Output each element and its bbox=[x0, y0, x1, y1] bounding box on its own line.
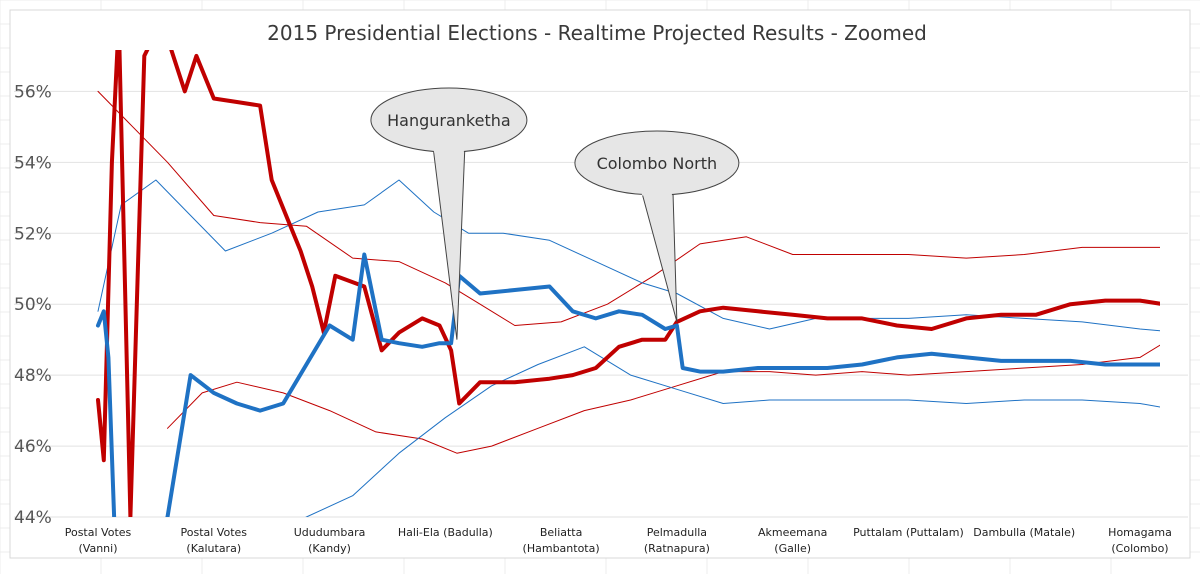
x-tick-label: Dambulla (Matale) bbox=[973, 526, 1075, 539]
x-tick-label: Hali-Ela (Badulla) bbox=[398, 526, 493, 539]
callout-2: Colombo North bbox=[574, 130, 740, 323]
x-tick-label-line: (Vanni) bbox=[79, 542, 118, 555]
x-tick-label-line: Ududumbara bbox=[294, 526, 366, 539]
x-tick-label-line: Pelmadulla bbox=[647, 526, 707, 539]
x-tick-label-line: (Galle) bbox=[774, 542, 811, 555]
y-tick-label: 50% bbox=[14, 295, 52, 315]
callout-label: Hanguranketha bbox=[387, 111, 511, 130]
x-tick-label-line: Homagama bbox=[1108, 526, 1172, 539]
callout-1: Hanguranketha bbox=[370, 87, 528, 340]
x-axis: Postal Votes (Vanni) Postal Votes (Kalutara… bbox=[65, 526, 1172, 555]
y-tick-label: 44% bbox=[14, 508, 52, 528]
blue-projection-line bbox=[96, 252, 1160, 517]
x-tick-label: Postal Votes (Kalutara) bbox=[181, 526, 248, 555]
x-tick-label-line: (Kandy) bbox=[308, 542, 351, 555]
x-tick-label: Homagama (Colombo) bbox=[1108, 526, 1172, 555]
x-tick-label-line: Puttalam (Puttalam) bbox=[853, 526, 964, 539]
x-tick-label-line: (Colombo) bbox=[1111, 542, 1168, 555]
series-layer bbox=[96, 50, 1160, 517]
plot-background bbox=[9, 9, 1191, 559]
x-tick-label: Akmeemana (Galle) bbox=[758, 526, 827, 555]
callout-label: Colombo North bbox=[597, 154, 718, 173]
x-tick-label: Beliatta (Hambantota) bbox=[523, 526, 600, 555]
x-tick-label-line: (Ratnapura) bbox=[644, 542, 710, 555]
x-tick-label-line: Beliatta bbox=[540, 526, 583, 539]
x-tick-label-line: Postal Votes bbox=[65, 526, 132, 539]
x-tick-label-line: (Hambantota) bbox=[523, 542, 600, 555]
x-tick-label-line: Hali-Ela (Badulla) bbox=[398, 526, 493, 539]
x-tick-label: Ududumbara (Kandy) bbox=[294, 526, 366, 555]
x-tick-label-line: Dambulla (Matale) bbox=[973, 526, 1075, 539]
y-tick-label: 52% bbox=[14, 224, 52, 244]
chart-title: 2015 Presidential Elections - Realtime P… bbox=[267, 21, 927, 45]
x-tick-label: Pelmadulla (Ratnapura) bbox=[644, 526, 710, 555]
x-tick-label: Postal Votes (Vanni) bbox=[65, 526, 132, 555]
x-tick-label-line: Akmeemana bbox=[758, 526, 827, 539]
y-tick-label: 56% bbox=[14, 82, 52, 102]
callout-layer: Hanguranketha Colombo North bbox=[370, 87, 740, 340]
x-tick-label-line: Postal Votes bbox=[181, 526, 248, 539]
red-bound-line bbox=[167, 344, 1160, 454]
y-tick-label: 46% bbox=[14, 437, 52, 457]
blue-bound-line bbox=[305, 346, 1160, 517]
y-tick-label: 48% bbox=[14, 366, 52, 386]
red-projection-line bbox=[96, 50, 1160, 517]
y-axis: 44% 46% 48% 50% 52% 54% 56% bbox=[14, 82, 1188, 528]
blue-bound-line bbox=[97, 179, 1160, 332]
x-tick-label-line: (Kalutara) bbox=[186, 542, 241, 555]
x-tick-label: Puttalam (Puttalam) bbox=[853, 526, 964, 539]
y-tick-label: 54% bbox=[14, 153, 52, 173]
